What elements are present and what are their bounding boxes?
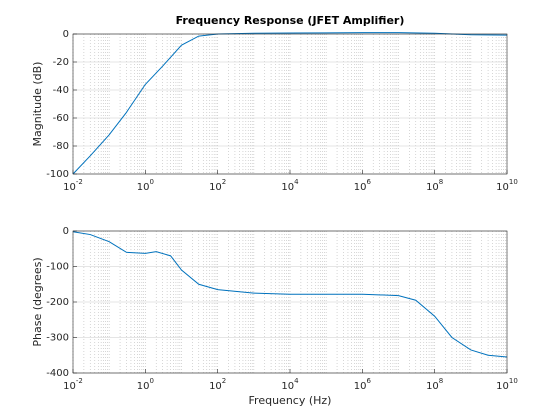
x-tick-base: 10 bbox=[496, 182, 509, 193]
x-tick-label: 108 bbox=[426, 377, 443, 392]
y-axis-label: Phase (degrees) bbox=[31, 257, 44, 346]
x-tick-base: 10 bbox=[137, 182, 150, 193]
x-tick-base: 10 bbox=[63, 381, 76, 392]
y-tick-label: -300 bbox=[46, 333, 69, 344]
x-tick-base: 10 bbox=[281, 182, 294, 193]
x-tick-base: 10 bbox=[496, 381, 509, 392]
x-tick-exponent: 10 bbox=[509, 377, 518, 385]
y-tick-label: -100 bbox=[46, 169, 69, 180]
y-tick-label: -200 bbox=[46, 297, 69, 308]
x-tick-base: 10 bbox=[354, 381, 367, 392]
x-tick-exponent: 6 bbox=[366, 377, 371, 385]
x-tick-exponent: 4 bbox=[294, 377, 299, 385]
x-tick-label: 100 bbox=[137, 178, 154, 193]
y-tick-label: 0 bbox=[63, 29, 69, 40]
x-tick-exponent: 2 bbox=[222, 377, 226, 385]
x-tick-exponent: 8 bbox=[439, 377, 443, 385]
x-tick-exponent: -2 bbox=[76, 178, 83, 186]
x-tick-label: 102 bbox=[209, 178, 226, 193]
y-tick-label: -80 bbox=[53, 141, 69, 152]
x-tick-exponent: 6 bbox=[366, 178, 371, 186]
x-tick-label: 106 bbox=[354, 377, 372, 392]
x-tick-label: 104 bbox=[281, 377, 299, 392]
x-tick-base: 10 bbox=[426, 381, 439, 392]
axes-box bbox=[72, 33, 508, 175]
y-tick-label: -40 bbox=[53, 85, 69, 96]
y-tick-label: -60 bbox=[53, 113, 69, 124]
y-tick-label: -100 bbox=[46, 262, 69, 273]
y-axis-label: Magnitude (dB) bbox=[31, 62, 44, 147]
y-tick-label: 0 bbox=[63, 226, 69, 237]
x-tick-base: 10 bbox=[281, 381, 294, 392]
chart-title: Frequency Response (JFET Amplifier) bbox=[176, 14, 405, 27]
x-tick-exponent: 4 bbox=[294, 178, 299, 186]
x-tick-base: 10 bbox=[354, 182, 367, 193]
x-tick-label: 104 bbox=[281, 178, 299, 193]
x-tick-label: 108 bbox=[426, 178, 443, 193]
x-tick-exponent: -2 bbox=[76, 377, 83, 385]
x-tick-base: 10 bbox=[209, 182, 222, 193]
line bbox=[72, 231, 508, 358]
y-tick-label: -20 bbox=[53, 57, 69, 68]
x-tick-label: 102 bbox=[209, 377, 226, 392]
x-tick-base: 10 bbox=[209, 381, 222, 392]
x-tick-label: 106 bbox=[354, 178, 372, 193]
x-tick-exponent: 0 bbox=[149, 377, 153, 385]
x-tick-base: 10 bbox=[63, 182, 76, 193]
x-tick-label: 1010 bbox=[496, 377, 518, 392]
x-tick-label: 10-2 bbox=[63, 377, 83, 392]
x-tick-base: 10 bbox=[426, 182, 439, 193]
x-tick-label: 1010 bbox=[496, 178, 518, 193]
x-tick-exponent: 2 bbox=[222, 178, 226, 186]
axes-box bbox=[72, 230, 508, 374]
x-tick-exponent: 8 bbox=[439, 178, 443, 186]
x-tick-label: 10-2 bbox=[63, 178, 83, 193]
x-tick-exponent: 10 bbox=[509, 178, 518, 186]
x-tick-base: 10 bbox=[137, 381, 150, 392]
y-tick-label: -400 bbox=[46, 368, 69, 379]
x-axis-label: Frequency (Hz) bbox=[249, 394, 332, 407]
x-tick-label: 100 bbox=[137, 377, 154, 392]
x-tick-exponent: 0 bbox=[149, 178, 153, 186]
